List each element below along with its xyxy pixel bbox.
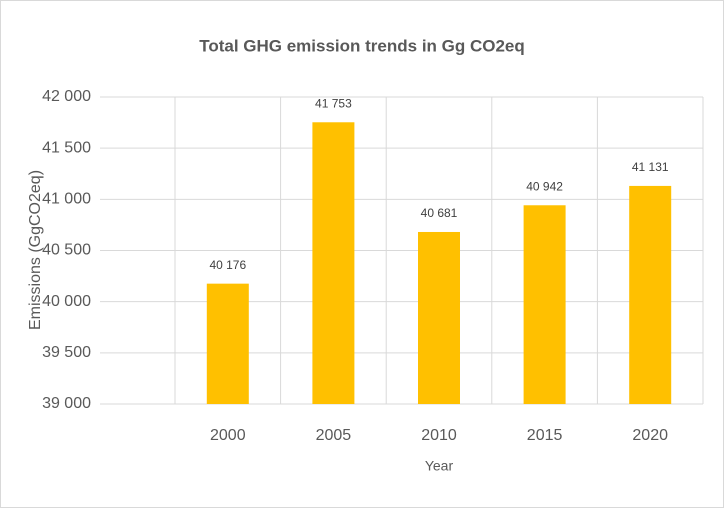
data-label: 41 131 — [632, 160, 669, 174]
bar — [523, 205, 566, 404]
chart-title: Total GHG emission trends in Gg CO2eq — [199, 36, 525, 55]
x-axis-label: Year — [425, 458, 454, 474]
bar — [312, 122, 355, 404]
bar — [206, 283, 249, 404]
data-label: 40 942 — [526, 179, 563, 193]
y-axis-label: Emissions (GgCO2eq) — [27, 170, 44, 330]
x-tick-label: 2020 — [632, 427, 668, 444]
bar — [629, 185, 672, 404]
y-tick-label: 41 000 — [42, 191, 91, 208]
bar — [418, 231, 460, 404]
data-label: 40 681 — [421, 206, 458, 220]
data-label: 41 753 — [315, 96, 352, 110]
x-tick-label: 2010 — [421, 427, 457, 444]
data-label: 40 176 — [209, 258, 246, 272]
y-tick-label: 42 000 — [42, 88, 91, 105]
y-tick-label: 39 500 — [42, 344, 91, 361]
x-tick-label: 2005 — [316, 427, 352, 444]
y-tick-label: 39 000 — [42, 395, 91, 412]
x-tick-label: 2000 — [210, 427, 246, 444]
y-tick-label: 40 000 — [42, 293, 91, 310]
y-tick-label: 41 500 — [42, 139, 91, 156]
x-tick-label: 2015 — [527, 427, 563, 444]
y-tick-label: 40 500 — [42, 242, 91, 259]
